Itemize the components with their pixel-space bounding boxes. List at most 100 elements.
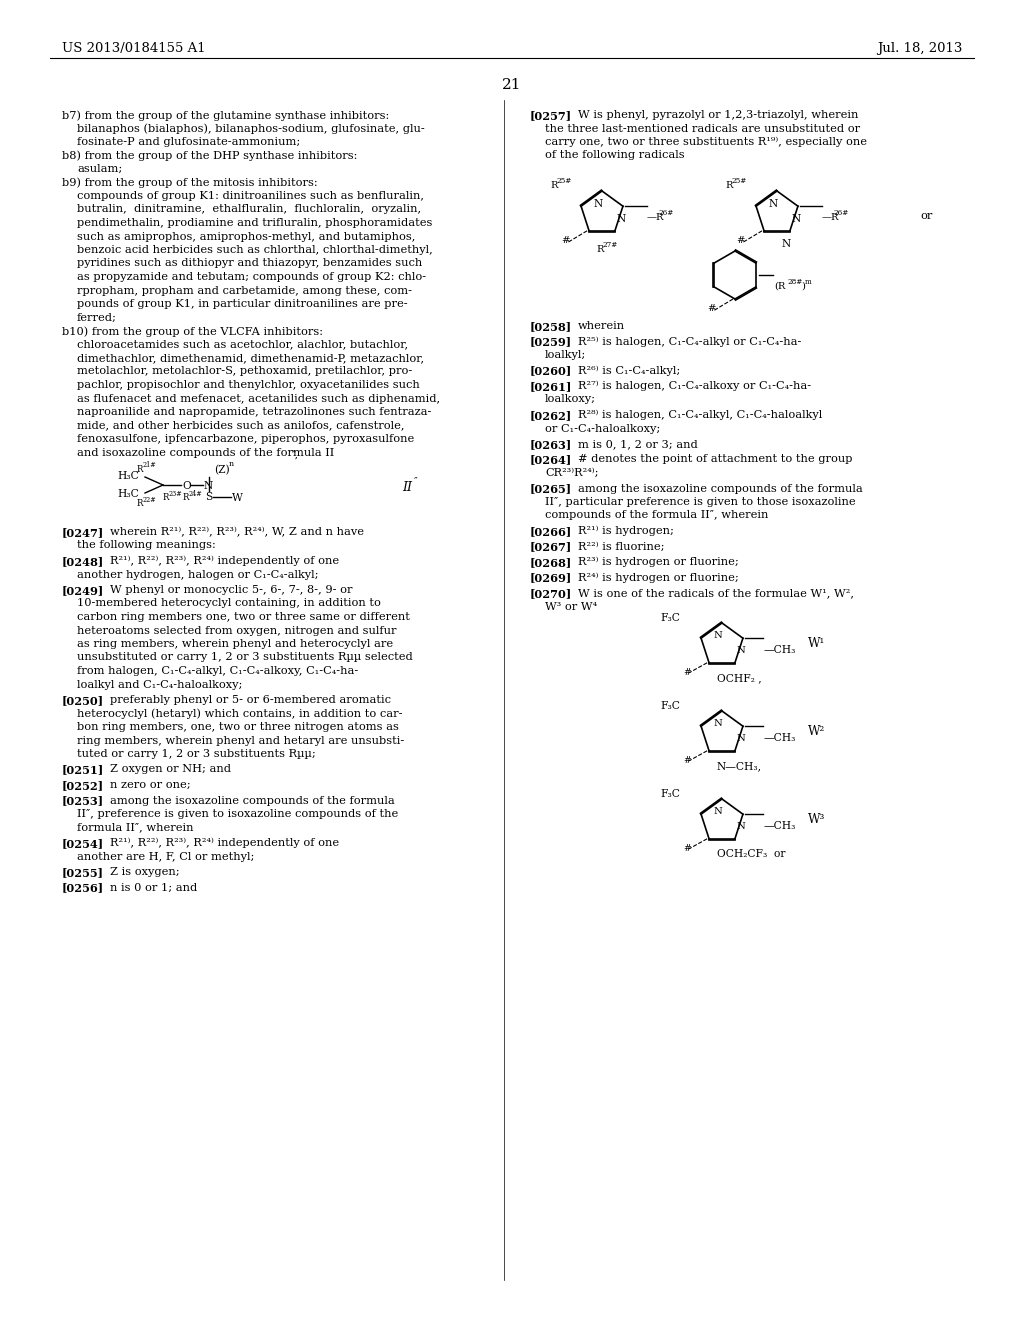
Text: [0261]: [0261] — [530, 381, 572, 392]
Text: —R: —R — [647, 214, 665, 222]
Text: R: R — [137, 465, 143, 474]
Text: N: N — [736, 647, 745, 655]
Text: II″, particular preference is given to those isoxazoline: II″, particular preference is given to t… — [545, 498, 856, 507]
Text: n is 0 or 1; and: n is 0 or 1; and — [110, 883, 198, 892]
Text: heterocyclyl (hetaryl) which contains, in addition to car-: heterocyclyl (hetaryl) which contains, i… — [77, 709, 402, 719]
Text: H₃C: H₃C — [117, 471, 138, 480]
Text: among the isoxazoline compounds of the formula: among the isoxazoline compounds of the f… — [578, 483, 863, 494]
Text: R²¹⁾, R²²⁾, R²³⁾, R²⁴⁾ independently of one: R²¹⁾, R²²⁾, R²³⁾, R²⁴⁾ independently of … — [110, 556, 339, 566]
Text: R²²⁾ is fluorine;: R²²⁾ is fluorine; — [578, 541, 665, 552]
Text: W³: W³ — [808, 813, 825, 826]
Text: n: n — [229, 459, 234, 469]
Text: II: II — [402, 480, 412, 494]
Text: # denotes the point of attachment to the group: # denotes the point of attachment to the… — [578, 454, 853, 465]
Text: N: N — [736, 734, 745, 743]
Text: [0255]: [0255] — [62, 867, 104, 878]
Text: W is phenyl, pyrazolyl or 1,2,3-triazolyl, wherein: W is phenyl, pyrazolyl or 1,2,3-triazoly… — [578, 110, 858, 120]
Text: and isoxazoline compounds of the formula II: and isoxazoline compounds of the formula… — [77, 447, 334, 458]
Text: butralin,  dinitramine,  ethalfluralin,  fluchloralin,  oryzalin,: butralin, dinitramine, ethalfluralin, fl… — [77, 205, 421, 214]
Text: #: # — [683, 668, 691, 677]
Text: R: R — [725, 181, 732, 190]
Text: OCHF₂ ,: OCHF₂ , — [717, 673, 762, 682]
Text: N: N — [714, 807, 722, 816]
Text: S: S — [205, 492, 212, 502]
Text: 21: 21 — [502, 78, 522, 92]
Text: R²⁶⁾ is C₁-C₄-alkyl;: R²⁶⁾ is C₁-C₄-alkyl; — [578, 366, 680, 376]
Text: ): ) — [801, 282, 805, 290]
Text: compounds of the formula II″, wherein: compounds of the formula II″, wherein — [545, 511, 768, 520]
Text: —CH₃: —CH₃ — [764, 821, 797, 832]
Text: of the following radicals: of the following radicals — [545, 150, 685, 161]
Text: F₃C: F₃C — [660, 789, 680, 799]
Text: N: N — [593, 199, 603, 209]
Text: [0251]: [0251] — [62, 764, 104, 776]
Text: F₃C: F₃C — [660, 612, 680, 623]
Text: [0268]: [0268] — [530, 557, 572, 568]
Text: m is 0, 1, 2 or 3; and: m is 0, 1, 2 or 3; and — [578, 440, 697, 449]
Text: m: m — [805, 279, 812, 286]
Text: R²¹⁾, R²²⁾, R²³⁾, R²⁴⁾ independently of one: R²¹⁾, R²²⁾, R²³⁾, R²⁴⁾ independently of … — [110, 838, 339, 849]
Text: N: N — [204, 480, 213, 491]
Text: R: R — [183, 492, 189, 502]
Text: as ring members, wherein phenyl and heterocyclyl are: as ring members, wherein phenyl and hete… — [77, 639, 393, 649]
Text: [0267]: [0267] — [530, 541, 572, 553]
Text: [0266]: [0266] — [530, 525, 572, 537]
Text: such as amiprophos, amiprophos-methyl, and butamiphos,: such as amiprophos, amiprophos-methyl, a… — [77, 231, 416, 242]
Text: R²¹⁾ is hydrogen;: R²¹⁾ is hydrogen; — [578, 525, 674, 536]
Text: asulam;: asulam; — [77, 164, 122, 174]
Text: the following meanings:: the following meanings: — [77, 540, 216, 550]
Text: fenoxasulfone, ipfencarbazone, piperophos, pyroxasulfone: fenoxasulfone, ipfencarbazone, piperopho… — [77, 434, 415, 444]
Text: [0258]: [0258] — [530, 321, 572, 333]
Text: #: # — [683, 756, 691, 764]
Text: or C₁-C₄-haloalkoxy;: or C₁-C₄-haloalkoxy; — [545, 424, 660, 433]
Text: #: # — [707, 304, 716, 313]
Text: [0248]: [0248] — [62, 556, 104, 568]
Text: Z oxygen or NH; and: Z oxygen or NH; and — [110, 764, 231, 775]
Text: N—CH₃,: N—CH₃, — [717, 762, 762, 771]
Text: 26#: 26# — [658, 209, 674, 218]
Text: mide, and other herbicides such as anilofos, cafenstrole,: mide, and other herbicides such as anilo… — [77, 421, 404, 430]
Text: R: R — [137, 499, 143, 508]
Text: [0254]: [0254] — [62, 838, 104, 849]
Text: [0247]: [0247] — [62, 527, 104, 539]
Text: R²⁸⁾ is halogen, C₁-C₄-alkyl, C₁-C₄-haloalkyl: R²⁸⁾ is halogen, C₁-C₄-alkyl, C₁-C₄-halo… — [578, 411, 822, 421]
Text: pendimethalin, prodiamine and trifluralin, phosphoramidates: pendimethalin, prodiamine and triflurali… — [77, 218, 432, 228]
Text: [0250]: [0250] — [62, 696, 104, 706]
Text: N: N — [714, 631, 722, 640]
Text: N: N — [792, 214, 801, 224]
Text: as propyzamide and tebutam; compounds of group K2: chlo-: as propyzamide and tebutam; compounds of… — [77, 272, 426, 282]
Text: 22#: 22# — [143, 496, 157, 504]
Text: wherein: wherein — [578, 321, 625, 331]
Text: F₃C: F₃C — [660, 701, 680, 711]
Text: OCH₂CF₃  or: OCH₂CF₃ or — [717, 849, 785, 859]
Text: tuted or carry 1, 2 or 3 substituents Rµµ;: tuted or carry 1, 2 or 3 substituents Rµ… — [77, 748, 315, 759]
Text: Jul. 18, 2013: Jul. 18, 2013 — [877, 42, 962, 55]
Text: b7) from the group of the glutamine synthase inhibitors:: b7) from the group of the glutamine synt… — [62, 110, 389, 120]
Text: N: N — [736, 822, 745, 832]
Text: 25#: 25# — [731, 177, 746, 185]
Text: formula II″, wherein: formula II″, wherein — [77, 822, 194, 833]
Text: [0259]: [0259] — [530, 337, 572, 347]
Text: unsubstituted or carry 1, 2 or 3 substituents Rµµ selected: unsubstituted or carry 1, 2 or 3 substit… — [77, 652, 413, 663]
Text: [0264]: [0264] — [530, 454, 572, 466]
Text: b8) from the group of the DHP synthase inhibitors:: b8) from the group of the DHP synthase i… — [62, 150, 357, 161]
Text: #: # — [683, 843, 691, 853]
Text: R: R — [163, 492, 170, 502]
Text: [0260]: [0260] — [530, 366, 572, 376]
Text: or: or — [920, 211, 933, 220]
Text: b9) from the group of the mitosis inhibitors:: b9) from the group of the mitosis inhibi… — [62, 177, 317, 187]
Text: [0249]: [0249] — [62, 585, 104, 597]
Text: (Z): (Z) — [214, 465, 229, 475]
Text: N: N — [714, 719, 722, 729]
Text: —CH₃: —CH₃ — [764, 733, 797, 743]
Text: 26#: 26# — [834, 209, 849, 218]
Text: fosinate-P and glufosinate-ammonium;: fosinate-P and glufosinate-ammonium; — [77, 137, 300, 147]
Text: N: N — [616, 214, 626, 224]
Text: [0270]: [0270] — [530, 587, 572, 599]
Text: bilanaphos (bialaphos), bilanaphos-sodium, glufosinate, glu-: bilanaphos (bialaphos), bilanaphos-sodiu… — [77, 124, 425, 135]
Text: (R: (R — [774, 282, 785, 290]
Text: R: R — [596, 246, 603, 253]
Text: Z is oxygen;: Z is oxygen; — [110, 867, 179, 876]
Text: bon ring members, one, two or three nitrogen atoms as: bon ring members, one, two or three nitr… — [77, 722, 399, 733]
Text: —R: —R — [822, 214, 840, 222]
